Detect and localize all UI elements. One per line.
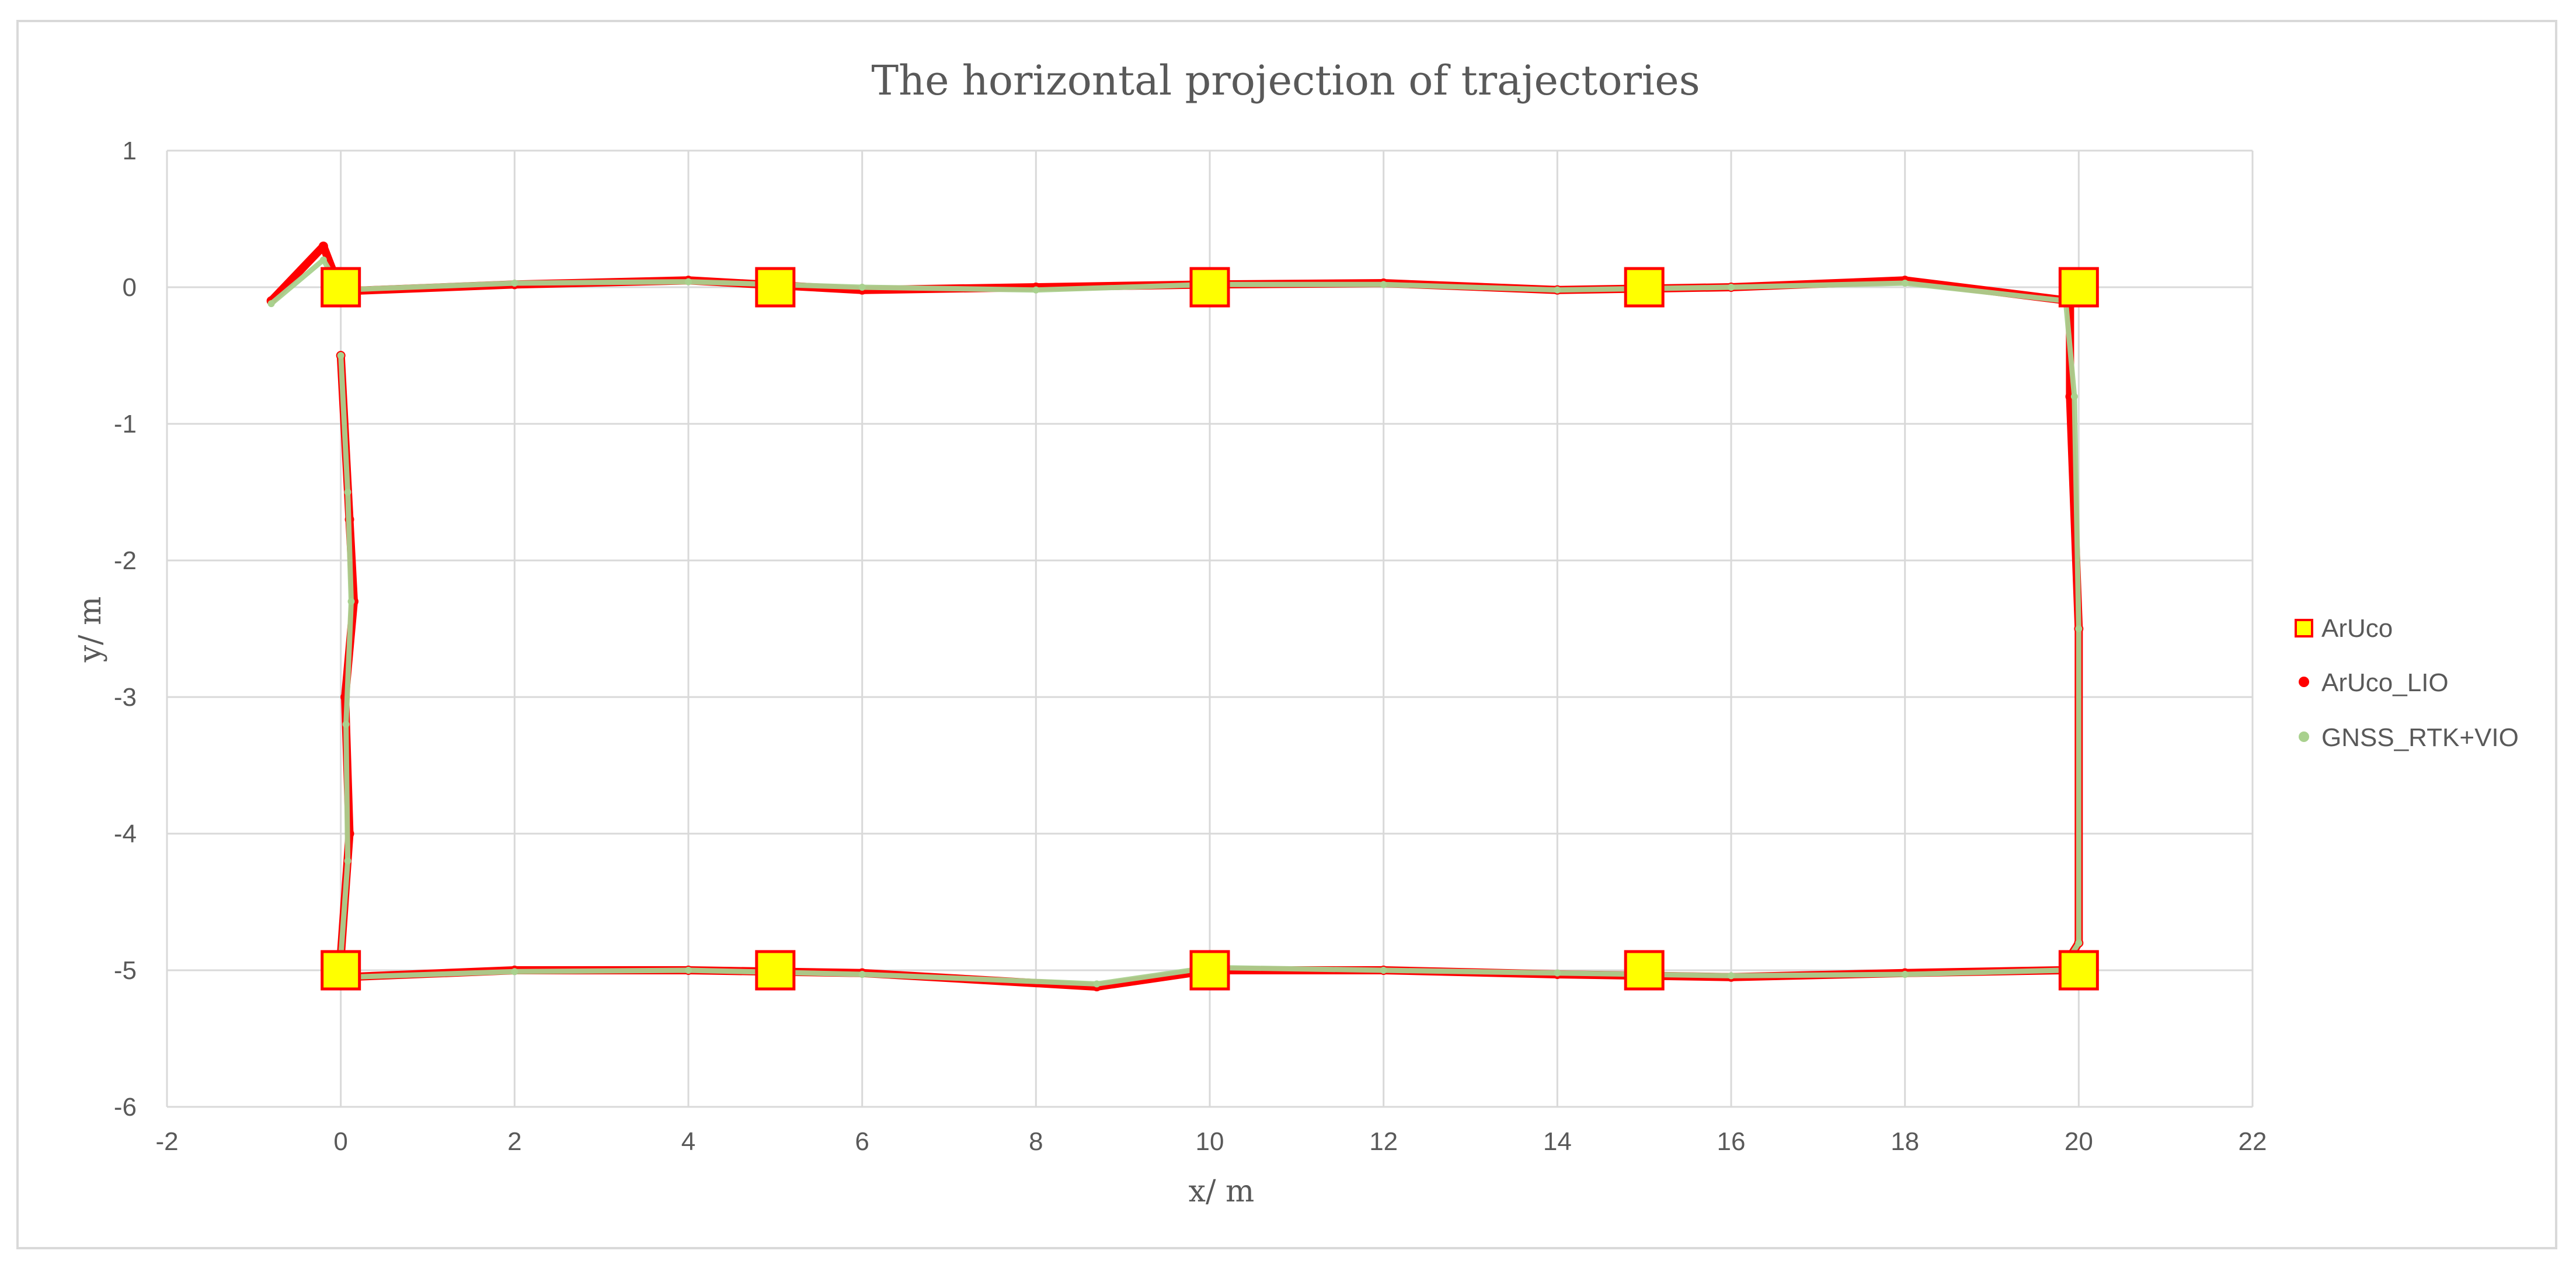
gnss-point	[344, 489, 351, 496]
legend-aruco-label: ArUco	[2321, 614, 2393, 643]
gnss-point	[685, 967, 692, 974]
gnss-point	[1554, 969, 1561, 977]
gnss-point	[2075, 625, 2083, 632]
x-tick-label: -2	[155, 1127, 178, 1156]
x-tick-label: 6	[855, 1127, 869, 1156]
chart-frame: The horizontal projection of trajectorie…	[16, 20, 2557, 1249]
chart-svg: The horizontal projection of trajectorie…	[73, 57, 2519, 1209]
x-tick-label: 20	[2065, 1127, 2093, 1156]
legend-aruco-lio-label: ArUco_LIO	[2321, 668, 2449, 697]
y-tick-label: -2	[114, 546, 137, 575]
gnss-point	[344, 857, 351, 865]
x-tick-label: 10	[1196, 1127, 1224, 1156]
x-tick-label: 12	[1369, 1127, 1398, 1156]
x-tick-label: 18	[1891, 1127, 1919, 1156]
gnss-point	[342, 720, 350, 728]
y-tick-label: 0	[123, 273, 137, 302]
x-tick-label: 8	[1029, 1127, 1043, 1156]
gnss-point	[511, 279, 518, 287]
x-tick-label: 22	[2239, 1127, 2267, 1156]
y-tick-label: -6	[114, 1093, 137, 1121]
y-tick-label: -1	[114, 410, 137, 438]
aruco-marker	[1189, 950, 1230, 991]
gnss-point	[858, 971, 866, 978]
legend-aruco-lio-swatch	[2299, 677, 2309, 687]
gnss-point	[1093, 980, 1101, 988]
aruco-markers	[321, 267, 2099, 991]
x-tick-label: 0	[333, 1127, 347, 1156]
plot-series	[266, 241, 2084, 992]
legend-gnss-swatch	[2299, 731, 2309, 742]
series-gnss-rtk-vio	[267, 256, 2083, 988]
gnss-point	[1380, 967, 1387, 974]
aruco-marker	[1189, 267, 1230, 308]
y-tick-label: -4	[114, 820, 137, 848]
legend-item-aruco-lio: ArUco_LIO	[2299, 668, 2449, 697]
aruco-marker	[2058, 950, 2099, 991]
grid	[166, 149, 2254, 1108]
gnss-point	[347, 598, 355, 605]
gnss-point	[1032, 286, 1040, 294]
aruco-lio-point	[318, 241, 328, 251]
aruco-marker	[2058, 267, 2099, 308]
gnss-point	[1380, 281, 1387, 288]
gnss-point	[2075, 939, 2083, 947]
aruco-marker	[321, 950, 361, 991]
legend: ArUco ArUco_LIO GNSS_RTK+VIO	[2295, 614, 2519, 752]
legend-aruco-swatch	[2295, 619, 2313, 638]
aruco-marker	[755, 267, 796, 308]
gnss-point	[319, 256, 327, 264]
gnss-point	[1901, 279, 1909, 287]
gnss-point	[685, 278, 692, 285]
y-tick-label: -3	[114, 683, 137, 712]
aruco-marker	[755, 950, 796, 991]
gnss-point	[858, 284, 866, 291]
y-tick-label: -5	[114, 956, 137, 985]
gnss-point	[1901, 971, 1909, 978]
x-tick-label: 16	[1717, 1127, 1746, 1156]
gnss-point	[2070, 393, 2078, 400]
series-aruco-lio	[266, 241, 2084, 992]
gnss-point	[511, 968, 518, 976]
gnss-point	[267, 300, 275, 308]
y-tick-label: 1	[123, 137, 137, 165]
legend-item-aruco: ArUco	[2295, 614, 2393, 643]
aruco-marker	[321, 267, 361, 308]
aruco-lio-path	[267, 242, 2083, 991]
gnss-point	[1554, 286, 1561, 294]
x-axis-title: x/ m	[1189, 1174, 1255, 1209]
gnss-point	[337, 352, 344, 359]
legend-item-gnss: GNSS_RTK+VIO	[2299, 723, 2519, 752]
aruco-marker	[1624, 267, 1665, 308]
gnss-point	[1728, 284, 1735, 291]
x-tick-label: 4	[681, 1127, 695, 1156]
gnss-path	[269, 257, 2081, 987]
x-tick-label: 2	[507, 1127, 521, 1156]
aruco-marker	[1624, 950, 1665, 991]
legend-gnss-label: GNSS_RTK+VIO	[2321, 723, 2519, 752]
chart-title: The horizontal projection of trajectorie…	[871, 57, 1700, 104]
x-tick-label: 14	[1543, 1127, 1572, 1156]
gnss-point	[1728, 972, 1735, 980]
y-axis-title: y/ m	[73, 597, 108, 663]
